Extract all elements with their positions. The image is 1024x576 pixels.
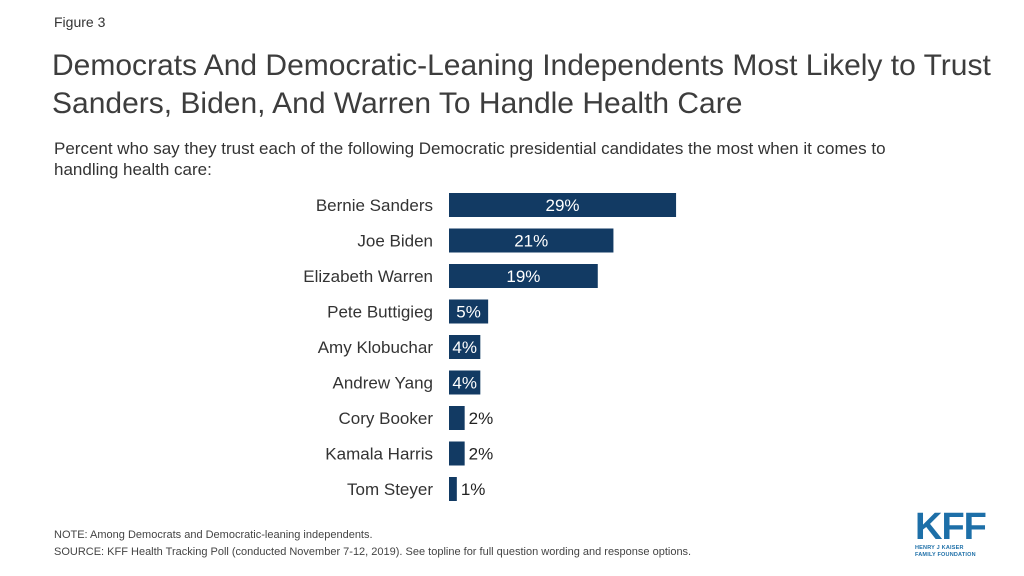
data-label: 2% xyxy=(469,445,494,464)
category-label: Andrew Yang xyxy=(333,374,434,393)
bar xyxy=(449,264,598,288)
figure-label: Figure 3 xyxy=(54,14,106,30)
category-label: Tom Steyer xyxy=(347,480,433,499)
logo-line-2: FAMILY FOUNDATION xyxy=(915,552,976,558)
chart-subtitle: Percent who say they trust each of the f… xyxy=(54,139,886,179)
category-label: Joe Biden xyxy=(357,232,433,251)
bar xyxy=(449,477,457,501)
category-label: Cory Booker xyxy=(339,409,434,428)
data-label: 4% xyxy=(452,374,477,393)
category-label: Amy Klobuchar xyxy=(318,338,434,357)
category-label: Kamala Harris xyxy=(325,445,433,464)
data-label: 21% xyxy=(514,232,548,251)
category-label: Elizabeth Warren xyxy=(303,267,433,286)
data-label: 5% xyxy=(456,303,481,322)
bar xyxy=(449,228,614,253)
data-label: 1% xyxy=(461,480,486,499)
bar xyxy=(449,441,465,466)
data-label: 29% xyxy=(546,196,580,215)
data-label: 19% xyxy=(506,267,540,286)
footer-source: SOURCE: KFF Health Tracking Poll (conduc… xyxy=(54,546,692,558)
logo-mark: KFF xyxy=(915,506,987,548)
bar xyxy=(449,193,677,217)
logo-line-1: HENRY J KAISER xyxy=(915,545,964,551)
bar xyxy=(449,299,489,324)
category-label: Pete Buttigieg xyxy=(327,303,433,322)
footer: NOTE: Among Democrats and Democratic-lea… xyxy=(54,527,691,561)
bar xyxy=(449,370,481,395)
bar xyxy=(449,335,481,359)
data-label: 2% xyxy=(469,409,494,428)
category-label: Bernie Sanders xyxy=(316,196,433,215)
kff-logo: KFF HENRY J KAISER FAMILY FOUNDATION xyxy=(915,506,990,559)
bar xyxy=(449,406,465,430)
chart-title: Democrats And Democratic-Leaning Indepen… xyxy=(52,49,991,120)
footer-note: NOTE: Among Democrats and Democratic-lea… xyxy=(54,529,373,541)
data-label: 4% xyxy=(452,338,477,357)
